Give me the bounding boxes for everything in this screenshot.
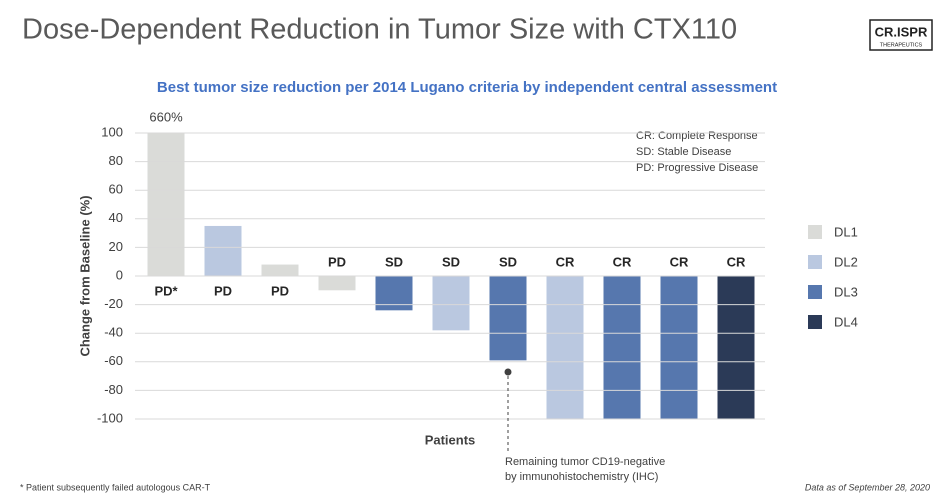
bar-label: CR [727, 254, 746, 269]
bar-label: PD* [154, 283, 178, 298]
y-tick-label: 80 [109, 153, 123, 168]
bar [204, 225, 242, 276]
y-tick-label: 60 [109, 182, 123, 197]
x-axis-label: Patients [425, 432, 476, 447]
bar-label: PD [328, 254, 346, 269]
logo-box [869, 19, 933, 51]
bar [318, 276, 356, 291]
bar [261, 264, 299, 276]
bar-label: CR [556, 254, 575, 269]
y-tick-label: -40 [104, 325, 123, 340]
y-tick-label: 40 [109, 210, 123, 225]
annotation-dot [504, 368, 512, 376]
plot [147, 133, 755, 419]
bar [432, 276, 470, 331]
note: CR: Complete Response [636, 130, 758, 142]
legend-swatch [808, 315, 822, 329]
legend-label: DL2 [834, 254, 858, 269]
y-tick-label: 100 [101, 124, 123, 139]
note: PD: Progressive Disease [636, 162, 758, 174]
bar [603, 276, 641, 419]
bar [375, 276, 413, 311]
legend-label: DL1 [834, 224, 858, 239]
annotation: by immunohistochemistry (IHC) [505, 471, 658, 483]
bar [717, 276, 755, 419]
bar-label: PD [214, 283, 232, 298]
legend-label: DL4 [834, 314, 858, 329]
value-label: 660% [149, 109, 183, 124]
chart-title: Best tumor size reduction per 2014 Lugan… [157, 79, 777, 96]
annotation: Remaining tumor CD19-negative [505, 456, 665, 468]
logo-subtitle: THERAPEUTICS [880, 42, 923, 48]
bar [147, 133, 185, 276]
bar-label: SD [442, 254, 460, 269]
logo-name: CR.ISPR [875, 24, 928, 39]
y-tick-label: 20 [109, 239, 123, 254]
bar-label: SD [385, 254, 403, 269]
note: SD: Stable Disease [636, 146, 731, 158]
y-tick-label: -20 [104, 296, 123, 311]
y-axis-label: Change from Baseline (%) [77, 195, 92, 356]
bar-label: PD [271, 283, 289, 298]
bar-label: CR [670, 254, 689, 269]
legend-swatch [808, 225, 822, 239]
y-tick-label: 0 [116, 267, 123, 282]
y-tick-label: -60 [104, 353, 123, 368]
slide-title: Dose-Dependent Reduction in Tumor Size w… [22, 14, 737, 46]
legend-label: DL3 [834, 284, 858, 299]
footnote: * Patient subsequently failed autologous… [20, 482, 211, 492]
bar [546, 276, 584, 419]
y-tick-label: -80 [104, 382, 123, 397]
date-note: Data as of September 28, 2020 [805, 482, 930, 492]
bar [489, 276, 527, 361]
bar-label: SD [499, 254, 517, 269]
legend-swatch [808, 285, 822, 299]
y-tick-label: -100 [97, 410, 123, 425]
bar-label: CR [613, 254, 632, 269]
bar [660, 276, 698, 419]
legend-swatch [808, 255, 822, 269]
